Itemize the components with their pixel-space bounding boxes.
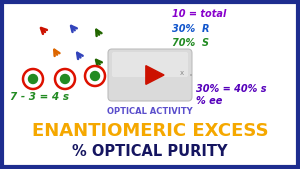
Circle shape — [28, 75, 38, 83]
Text: 30%  R: 30% R — [172, 24, 209, 34]
Text: 70%  S: 70% S — [172, 38, 209, 48]
Text: % ee: % ee — [196, 96, 222, 106]
Text: OPTICAL ACTIVITY: OPTICAL ACTIVITY — [107, 107, 193, 116]
Text: x: x — [180, 70, 184, 76]
Text: 30% = 40% s: 30% = 40% s — [196, 84, 266, 94]
Text: ENANTIOMERIC EXCESS: ENANTIOMERIC EXCESS — [32, 122, 268, 140]
FancyBboxPatch shape — [108, 49, 192, 101]
Text: 10 = total: 10 = total — [172, 9, 226, 19]
Circle shape — [91, 71, 100, 80]
Text: 7 - 3 = 4 s: 7 - 3 = 4 s — [10, 92, 69, 102]
Polygon shape — [146, 66, 164, 84]
Text: % OPTICAL PURITY: % OPTICAL PURITY — [72, 143, 228, 159]
Circle shape — [61, 75, 70, 83]
FancyBboxPatch shape — [112, 52, 188, 77]
